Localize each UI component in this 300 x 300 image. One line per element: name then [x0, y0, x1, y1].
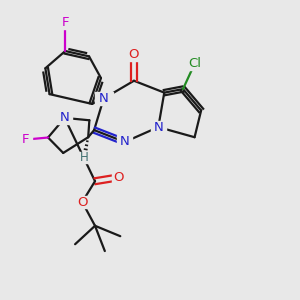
Text: N: N [120, 136, 130, 148]
Text: N: N [153, 121, 163, 134]
Text: O: O [113, 171, 124, 184]
Text: N: N [60, 111, 70, 124]
Bar [19, 134, 32, 146]
Text: O: O [77, 196, 88, 208]
Text: O: O [129, 48, 139, 62]
Text: F: F [22, 133, 29, 146]
Text: H: H [80, 151, 88, 164]
Text: F: F [61, 16, 69, 29]
Text: Cl: Cl [188, 57, 201, 70]
Bar [57, 111, 72, 124]
Bar [185, 57, 204, 70]
Bar [128, 49, 140, 61]
Bar [112, 171, 125, 183]
Bar [78, 152, 90, 163]
Bar [151, 121, 166, 134]
Text: N: N [99, 92, 109, 105]
Bar [76, 196, 89, 208]
Bar [59, 17, 72, 29]
Bar [117, 135, 132, 148]
Bar [95, 92, 112, 105]
